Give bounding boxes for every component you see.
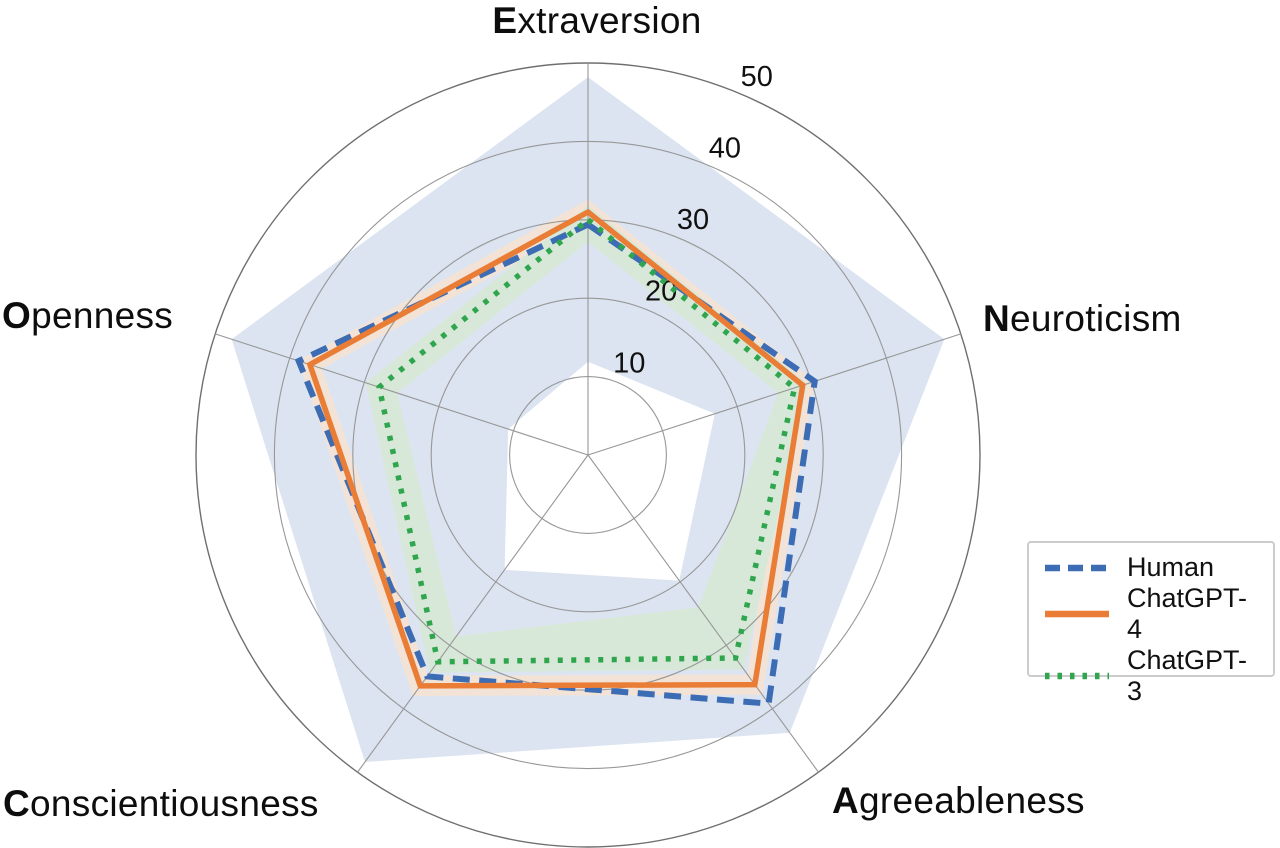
r-tick-label-50: 50 [741, 61, 773, 93]
axis-label-extraversion: Extraversion [492, 0, 702, 41]
legend-label-chatgpt-4: ChatGPT-4 [1127, 583, 1248, 644]
legend-swatch-chatgpt-4-line [1045, 610, 1109, 618]
axis-spoke-agreeableness [587, 454, 819, 773]
chatgpt-4-line [306, 208, 806, 689]
legend-label-chatgpt-3: ChatGPT-3 [1127, 645, 1248, 706]
legend-swatch-chatgpt-3-line [1045, 672, 1109, 680]
axis-label-neuroticism: Neuroticism [983, 298, 1182, 339]
axis-label-openness: Openness [2, 295, 174, 336]
human-line [294, 221, 818, 707]
r-tick-label-30: 30 [677, 204, 709, 236]
legend: Human ChatGPT-4 ChatGPT-3 [1027, 541, 1275, 706]
axis-spoke-conscientiousness [357, 454, 589, 773]
axis-label-agreeableness: Agreeableness [832, 780, 1085, 821]
r-tick-label-10: 10 [613, 347, 645, 379]
axis-spoke-neuroticism [587, 333, 961, 456]
legend-swatch-human-line [1045, 564, 1109, 571]
axis-spoke-openness [215, 333, 589, 456]
axis-label-conscientiousness: Conscientiousness [3, 783, 319, 824]
legend-item-chatgpt-4: ChatGPT-4 [1043, 583, 1259, 645]
chatgpt-3-band [365, 205, 808, 673]
chatgpt-3-line [376, 216, 798, 665]
r-tick-label-40: 40 [709, 133, 741, 165]
legend-item-human: Human [1043, 552, 1259, 583]
legend-label-human: Human [1127, 552, 1215, 582]
legend-item-chatgpt-3: ChatGPT-3 [1043, 645, 1259, 707]
